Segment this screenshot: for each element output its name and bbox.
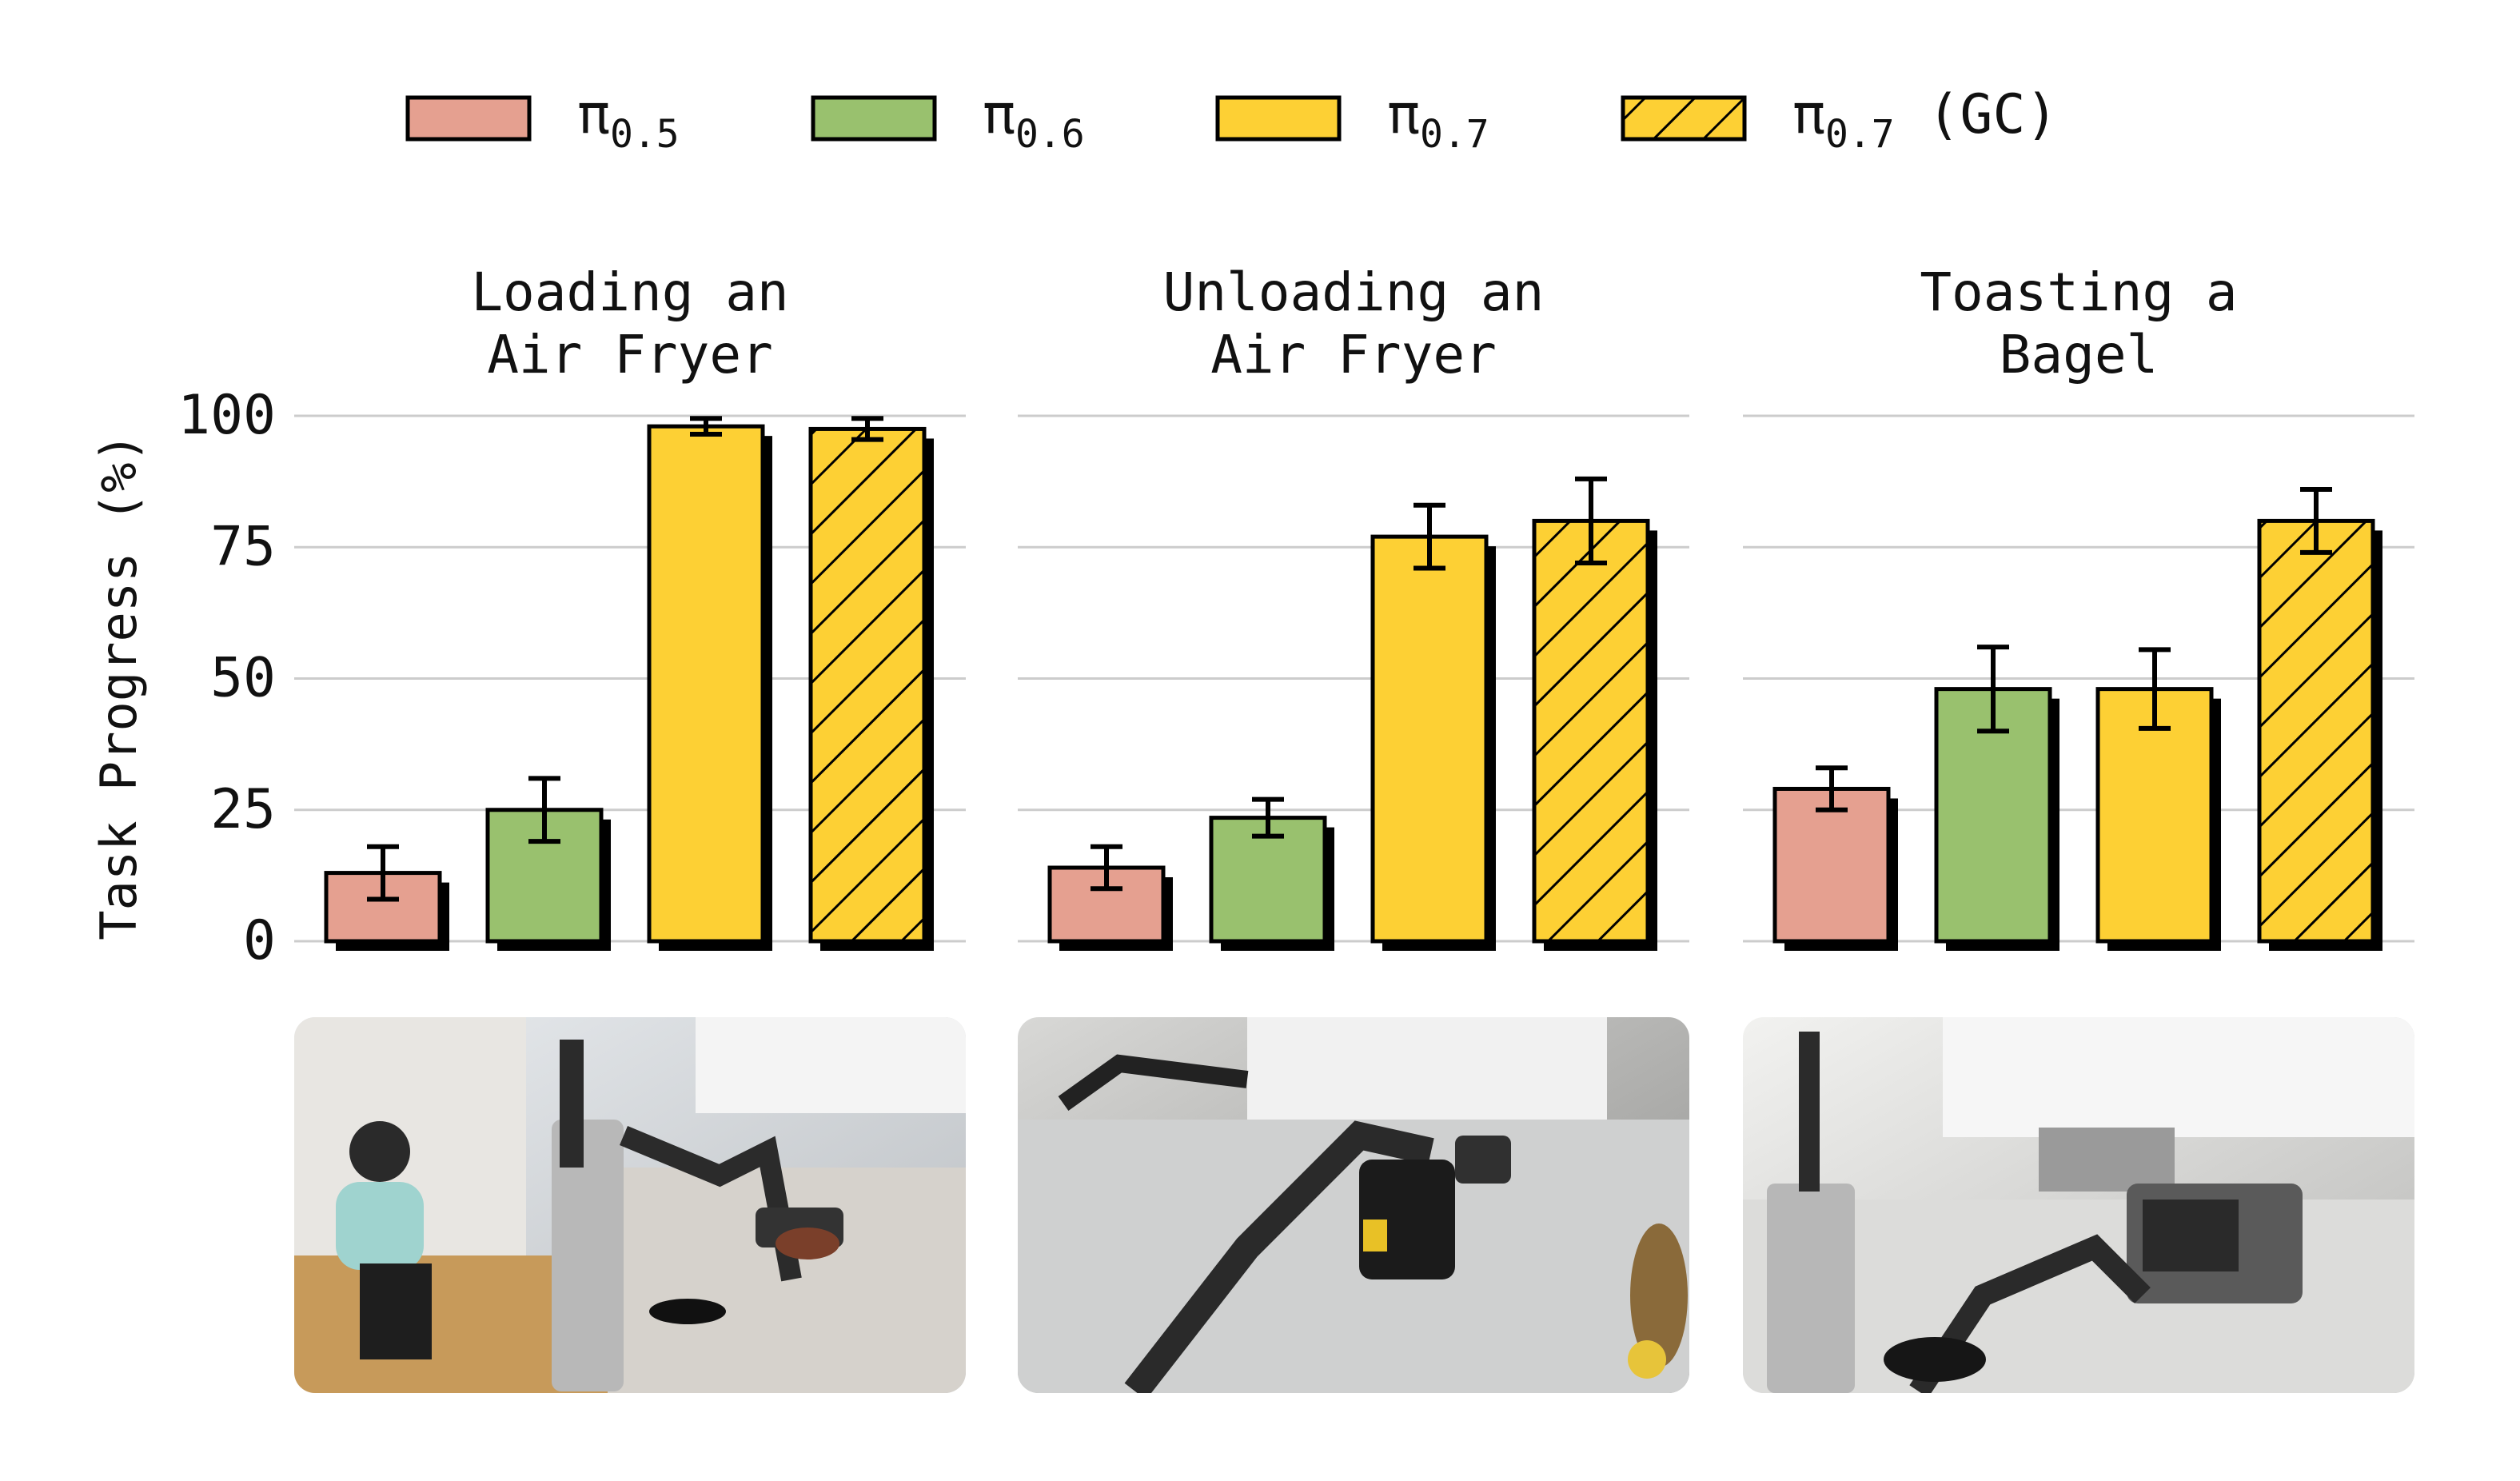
y-tick-label-75: 75 (210, 515, 276, 578)
y-tick-label-0: 0 (243, 909, 276, 972)
legend-swatch-2 (1215, 95, 1342, 142)
panel-title-line-0: Unloading an (1163, 261, 1545, 323)
legend-label-2: π0.7 (1387, 83, 1489, 157)
bar-2 (1370, 534, 1489, 944)
bar-3 (1532, 518, 1650, 944)
legend-label-0: π0.5 (577, 83, 680, 157)
bagel-toasting-photo (1743, 1017, 2414, 1393)
bar-2 (647, 424, 765, 944)
bar-3 (2257, 518, 2375, 944)
legend-swatch-0 (405, 95, 532, 142)
panel-title-line-0: Toasting a (1920, 261, 2237, 323)
air-fryer-unloading-photo (1018, 1017, 1689, 1393)
panel-title-line-0: Loading an (471, 261, 788, 323)
bar-0 (1772, 786, 1891, 944)
y-axis-label: Task Progress (%) (90, 433, 148, 940)
air-fryer-loading-photo (294, 1017, 966, 1393)
y-tick-label-100: 100 (177, 384, 276, 447)
y-tick-label-50: 50 (210, 647, 276, 710)
legend: π0.5 π0.6 π0.7 π0.7 (GC) (405, 83, 2058, 157)
legend-swatch-3 (1621, 95, 1747, 142)
legend-label-3: π0.7 (GC) (1792, 83, 2058, 157)
panel-title-line-1: Air Fryer (487, 324, 773, 385)
bar-2 (2095, 687, 2214, 944)
panel-title-line-1: Air Fryer (1210, 324, 1497, 385)
legend-swatch-1 (811, 95, 937, 142)
bar-3 (808, 426, 927, 944)
panel-title-line-1: Bagel (2000, 324, 2159, 385)
panel-0: 0 25 50 75 100 Task Progress (%) Loading anAir… (90, 261, 966, 972)
y-tick-label-25: 25 (210, 778, 276, 841)
legend-label-1: π0.6 (983, 83, 1085, 157)
